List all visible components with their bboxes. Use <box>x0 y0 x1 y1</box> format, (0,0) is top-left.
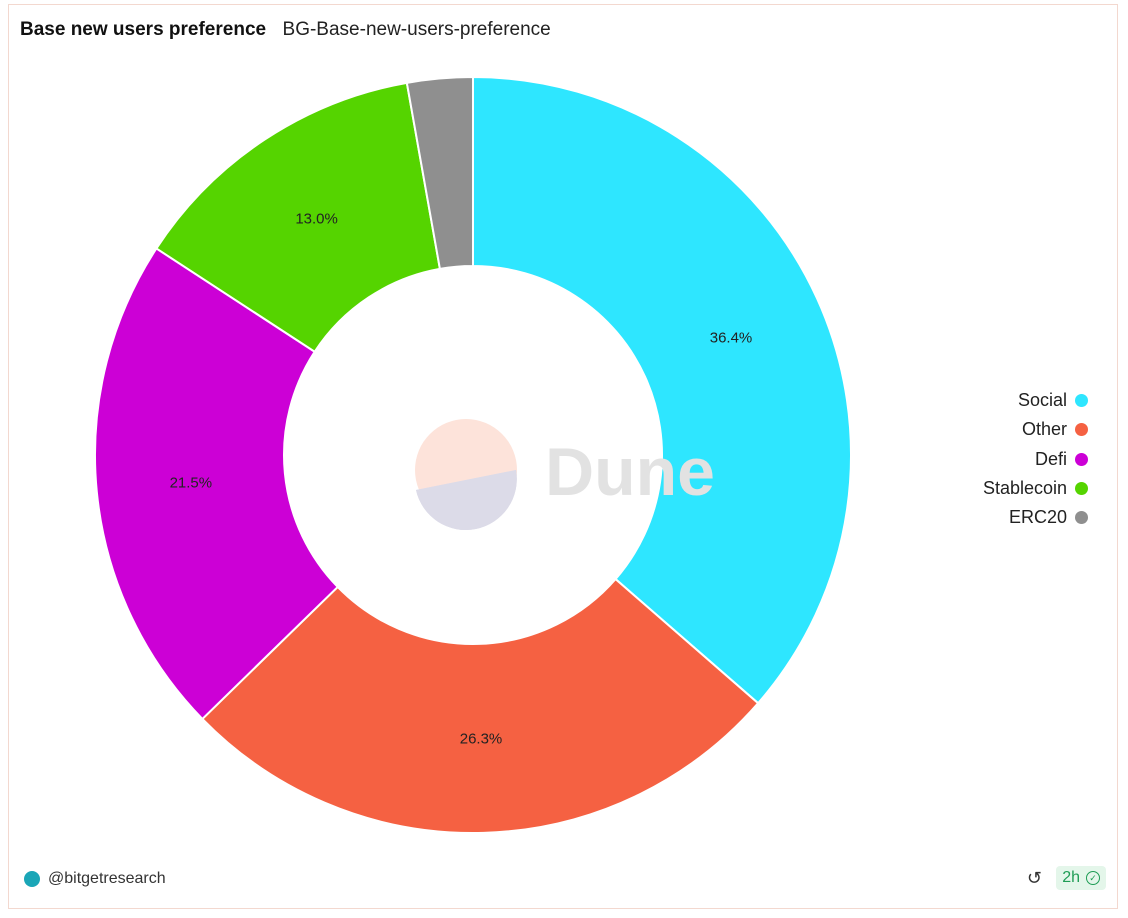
legend-item-stablecoin[interactable]: Stablecoin <box>888 474 1088 503</box>
chart-header: Base new users preference BG-Base-new-us… <box>20 19 551 41</box>
legend-item-social[interactable]: Social <box>888 386 1088 415</box>
chart-card <box>8 4 1118 909</box>
data-label-defi: 21.5% <box>170 475 213 492</box>
chart-subtitle: BG-Base-new-users-preference <box>282 19 551 40</box>
age-badge: 2h ✓ <box>1056 866 1106 890</box>
data-label-social: 36.4% <box>710 330 753 347</box>
chart-title: Base new users preference <box>20 19 267 40</box>
legend-label: Social <box>1017 390 1067 411</box>
slice-other[interactable] <box>200 577 760 834</box>
watermark-text: Dune <box>545 434 715 510</box>
check-circle-icon: ✓ <box>1086 871 1100 885</box>
refresh-icon[interactable]: ↻ <box>1027 867 1043 888</box>
slice-stablecoin[interactable] <box>155 81 442 354</box>
dune-watermark: Dune <box>415 419 715 531</box>
legend-dot <box>1075 482 1088 496</box>
legend-item-other[interactable]: Other <box>888 415 1088 444</box>
slice-defi[interactable] <box>94 247 340 721</box>
age-text: 2h <box>1062 869 1080 886</box>
legend-label: Stablecoin <box>982 478 1067 499</box>
legend-dot <box>1075 511 1088 525</box>
legend-label: Defi <box>1034 448 1067 469</box>
author-name: @bitgetresearch <box>48 870 166 887</box>
data-label-other: 26.3% <box>460 730 503 747</box>
author-link[interactable]: @bitgetresearch <box>24 870 166 888</box>
legend-dot <box>1075 394 1088 408</box>
legend-label: ERC20 <box>1008 507 1067 528</box>
bitget-logo-icon <box>24 871 40 887</box>
legend-dot <box>1075 452 1088 466</box>
data-label-stablecoin: 13.0% <box>295 211 338 228</box>
legend-item-defi[interactable]: Defi <box>888 445 1088 474</box>
legend-item-erc20[interactable]: ERC20 <box>888 503 1088 532</box>
legend-label: Other <box>1021 419 1067 440</box>
slice-social[interactable] <box>472 75 852 705</box>
slice-erc20[interactable] <box>405 75 474 271</box>
footer-status: ↻ 2h ✓ <box>1027 866 1106 890</box>
legend-dot <box>1075 423 1088 437</box>
chart-legend: Social Other Defi Stablecoin ERC20 <box>888 386 1088 532</box>
